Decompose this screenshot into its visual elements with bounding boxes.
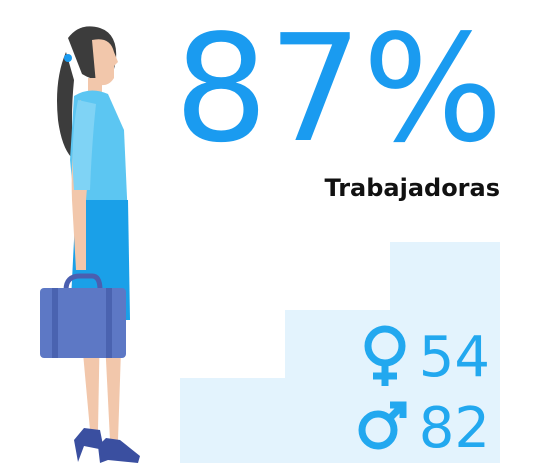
headline-value: 87% [174,3,503,175]
woman-illustration [40,26,140,463]
male-count: 82 [419,396,490,461]
infographic: 87% Trabajadoras 54 82 [0,0,535,463]
female-count: 54 [419,325,490,390]
headline-label: Trabajadoras [324,174,500,202]
